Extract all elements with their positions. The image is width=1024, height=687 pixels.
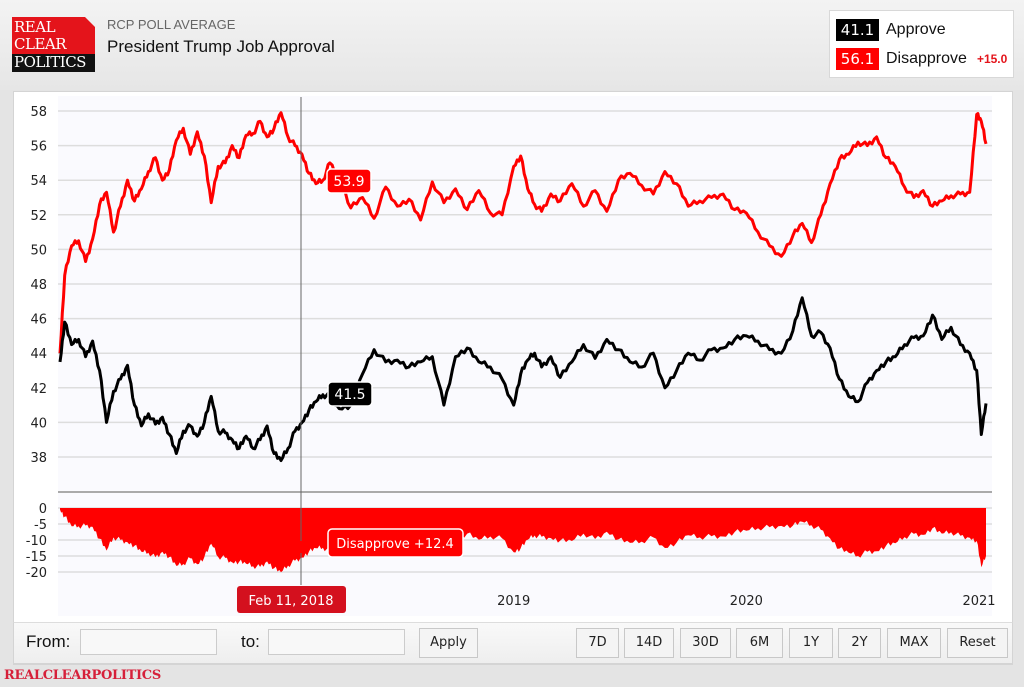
x-ticks: 2019 2020 2021	[497, 594, 995, 609]
apply-button[interactable]: Apply	[419, 628, 478, 658]
range-button-7d[interactable]: 7D	[576, 628, 619, 658]
y-tick-label: 58	[30, 105, 47, 120]
y-tick-label: -20	[26, 566, 47, 581]
y-tick-label: 42	[30, 382, 47, 397]
to-date-input[interactable]	[268, 629, 405, 655]
chart-supertitle: RCP POLL AVERAGE	[107, 17, 236, 32]
spread-y-ticks: 0-5-10-15-20	[26, 502, 47, 581]
y-tick-label: -10	[26, 534, 47, 549]
y-tick-label: 44	[30, 347, 47, 362]
from-label: From:	[26, 632, 71, 651]
y-tick-label: -15	[26, 550, 47, 565]
x-tick-label: 2021	[962, 594, 995, 609]
legend-spread: +15.0	[976, 52, 1008, 66]
x-tick-label: 2019	[497, 594, 530, 609]
x-tick-label: 2020	[730, 594, 763, 609]
logo-line-3: POLITICS	[14, 53, 86, 71]
rcp-logo[interactable]: REAL CLEAR POLITICS	[12, 17, 95, 72]
from-date-input[interactable]	[80, 629, 217, 655]
hover-disapprove-value: 53.9	[333, 174, 364, 190]
y-tick-label: 52	[30, 209, 47, 224]
y-tick-label: 38	[30, 451, 47, 466]
hover-disapprove-tooltip: 53.9	[326, 168, 372, 194]
y-tick-label: 54	[30, 174, 47, 189]
range-button-30d[interactable]: 30D	[680, 628, 731, 658]
y-tick-label: 48	[30, 278, 47, 293]
main-y-ticks: 38 40 42 44 46 48 50 52 54 56 58	[30, 105, 47, 466]
y-tick-label: 50	[30, 243, 47, 258]
hover-approve-value: 41.5	[334, 387, 365, 403]
legend-disapprove-label: Disapprove	[886, 50, 967, 67]
header: REAL CLEAR POLITICS RCP POLL AVERAGE Pre…	[0, 0, 1024, 90]
legend-approve[interactable]: 41.1 Approve	[836, 19, 946, 41]
date-controls: From: to: Apply 7D 14D 30D 6M 1Y 2Y MAX …	[13, 622, 1013, 664]
hover-date: Feb 11, 2018	[248, 594, 333, 609]
main-grid	[58, 110, 992, 458]
chart-title: President Trump Job Approval	[107, 37, 335, 56]
legend-approve-label: Approve	[886, 21, 946, 38]
hover-spread-value: Disapprove +12.4	[336, 537, 454, 552]
hover-spread-marker	[295, 541, 307, 553]
hover-approve-tooltip: 41.5	[327, 381, 373, 407]
range-button-14d[interactable]: 14D	[624, 628, 674, 658]
legend: 41.1 Approve 56.1 Disapprove +15.0	[829, 10, 1014, 78]
legend-disapprove-value: 56.1	[836, 48, 879, 70]
range-button-max[interactable]: MAX	[887, 628, 941, 658]
y-tick-label: 40	[30, 416, 47, 431]
y-tick-label: 46	[30, 313, 47, 328]
legend-disapprove[interactable]: 56.1 Disapprove +15.0	[836, 48, 1007, 70]
logo-line-2: CLEAR	[14, 35, 67, 53]
legend-approve-value: 41.1	[836, 19, 879, 41]
logo-line-1: REAL	[14, 18, 56, 36]
y-tick-label: -5	[34, 518, 47, 533]
y-tick-label: 0	[39, 502, 47, 517]
reset-button[interactable]: Reset	[947, 628, 1008, 658]
disapprove-line[interactable]	[58, 111, 988, 354]
range-button-1y[interactable]: 1Y	[789, 628, 833, 658]
hover-spread-tooltip: Disapprove +12.4	[327, 528, 464, 558]
approve-line[interactable]	[58, 296, 988, 462]
range-button-6m[interactable]: 6M	[736, 628, 783, 658]
to-label: to:	[241, 632, 260, 651]
spread-area	[60, 508, 986, 573]
hover-date-tooltip: Feb 11, 2018	[237, 586, 346, 613]
footer-brand[interactable]: REALCLEARPOLITICS	[4, 668, 161, 683]
range-button-2y[interactable]: 2Y	[838, 628, 881, 658]
y-tick-label: 56	[30, 140, 47, 155]
